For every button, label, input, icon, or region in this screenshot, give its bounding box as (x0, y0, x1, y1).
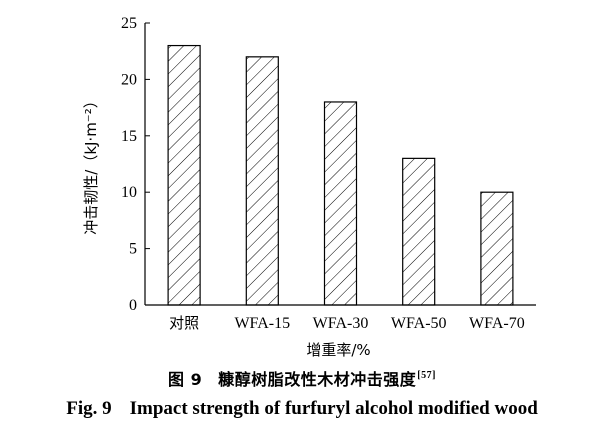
x-axis-label: 增重率/% (306, 341, 370, 359)
bar-wfa-50 (402, 157, 436, 306)
y-tick-label: 0 (129, 297, 137, 314)
caption-en-title: Impact strength of furfuryl alcohol modi… (129, 398, 538, 419)
x-tick-label: 对照 (169, 314, 199, 332)
figure-caption-chinese: 图 9 糠醇树脂改性木材冲击强度[57] (0, 366, 604, 390)
x-tick-label: WFA-50 (391, 315, 447, 332)
bar-chart: 0 5 10 15 20 25 对照 WFA-15 WFA-30 WFA-50 WFA-70 冲击… (82, 15, 536, 359)
y-tick-label: 5 (129, 241, 137, 258)
y-axis-label: 冲击韧性/（kJ·m⁻²） (82, 93, 100, 234)
bar-control (167, 44, 201, 306)
caption-cn-reference: [57] (417, 370, 436, 381)
caption-cn-title: 糠醇树脂改性木材冲击强度 (218, 370, 417, 389)
x-tick-label: WFA-30 (313, 315, 369, 332)
figure-caption-english: Fig. 9 Impact strength of furfuryl alcoho… (0, 398, 604, 420)
y-tick-label: 20 (121, 71, 137, 88)
bar-wfa-15 (245, 56, 279, 306)
bar-wfa-70 (480, 191, 514, 306)
y-tick-label: 15 (121, 128, 137, 145)
bar-wfa-30 (323, 101, 358, 306)
y-tick-label: 10 (121, 184, 137, 201)
caption-en-figure-number: Fig. 9 (66, 398, 112, 419)
y-tick-label: 25 (121, 15, 137, 32)
x-tick-label: WFA-70 (469, 315, 525, 332)
x-tick-label: WFA-15 (234, 315, 290, 332)
caption-cn-figure-number: 图 9 (168, 370, 203, 389)
